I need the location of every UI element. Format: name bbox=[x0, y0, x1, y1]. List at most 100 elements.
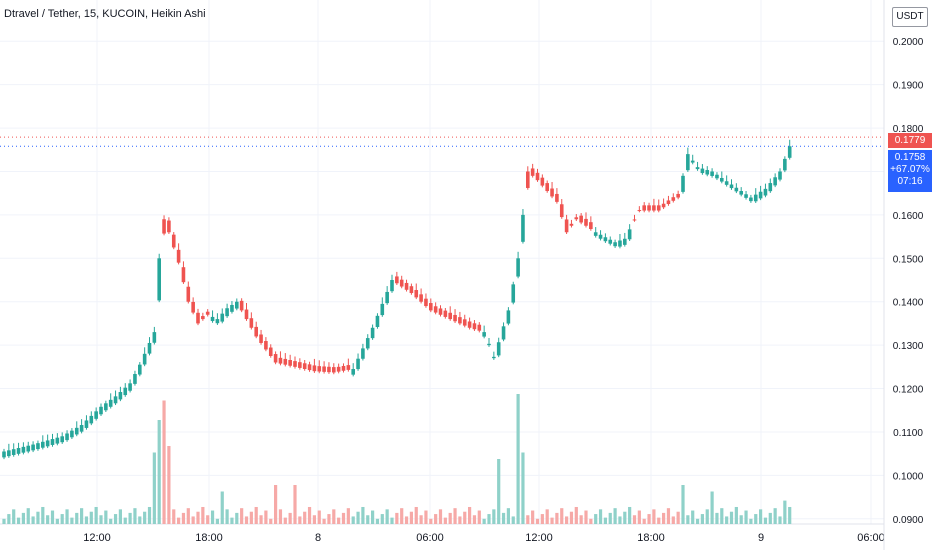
candle-body bbox=[661, 203, 666, 208]
volume-bar bbox=[104, 510, 108, 524]
candle-body bbox=[720, 177, 724, 182]
candle-body bbox=[152, 332, 157, 343]
candle-body bbox=[637, 210, 642, 212]
candle-body bbox=[317, 366, 322, 372]
candle-body bbox=[642, 205, 646, 211]
candle-body bbox=[312, 365, 317, 372]
volume-bar bbox=[429, 518, 433, 524]
candle-body bbox=[787, 146, 792, 158]
candle-body bbox=[50, 439, 55, 445]
volume-bar bbox=[385, 509, 389, 524]
candle-body bbox=[380, 303, 385, 316]
candle-body bbox=[133, 374, 137, 384]
candle-body bbox=[215, 319, 220, 324]
candle-body bbox=[467, 321, 472, 328]
candle-body bbox=[70, 430, 74, 438]
price-tick-label: 0.1800 bbox=[893, 124, 924, 135]
currency-unit-selector[interactable]: USDT bbox=[892, 7, 928, 27]
candle-body bbox=[346, 365, 351, 370]
volume-bar bbox=[327, 514, 331, 524]
candle-body bbox=[526, 171, 530, 188]
candle-body bbox=[778, 171, 782, 180]
volume-bar bbox=[589, 518, 593, 524]
volume-bar bbox=[225, 509, 229, 524]
volume-bar bbox=[409, 511, 413, 524]
candle-body bbox=[147, 342, 152, 354]
candle-body bbox=[686, 154, 690, 171]
candle-body bbox=[196, 312, 200, 324]
candle-body bbox=[593, 232, 598, 236]
candle-body bbox=[201, 316, 205, 320]
volume-bar bbox=[31, 516, 35, 524]
volume-bar bbox=[555, 512, 559, 524]
volume-bar bbox=[691, 510, 695, 524]
candle-body bbox=[21, 446, 26, 453]
candle-body bbox=[181, 267, 186, 283]
volume-bar bbox=[720, 508, 724, 524]
candle-body bbox=[142, 353, 147, 365]
candle-body bbox=[579, 215, 583, 223]
volume-bar bbox=[472, 515, 477, 524]
chart-legend-title: Dtravel / Tether, 15, KUCOIN, Heikin Ash… bbox=[4, 8, 206, 20]
candle-body bbox=[55, 437, 60, 444]
volume-bar bbox=[516, 394, 520, 524]
candle-body bbox=[690, 160, 695, 163]
volume-bar bbox=[594, 514, 598, 524]
candle-body bbox=[652, 205, 656, 211]
time-tick-label: 12:00 bbox=[83, 532, 111, 544]
volume-bar bbox=[346, 508, 350, 524]
candle-body bbox=[138, 364, 142, 375]
candle-body bbox=[492, 356, 496, 359]
volume-bar bbox=[657, 517, 661, 524]
candle-body bbox=[278, 357, 283, 364]
candle-body bbox=[273, 354, 278, 363]
volume-bar bbox=[497, 459, 501, 524]
volume-bar bbox=[390, 517, 394, 524]
volume-bar bbox=[230, 517, 234, 524]
candle-body bbox=[559, 204, 564, 218]
candle-body bbox=[65, 433, 69, 441]
volume-bar bbox=[2, 518, 6, 524]
candle-body bbox=[496, 342, 501, 356]
volume-bar bbox=[109, 518, 113, 524]
candle-body bbox=[259, 334, 263, 343]
candle-body bbox=[715, 174, 719, 179]
volume-bar bbox=[531, 510, 535, 524]
candle-body bbox=[239, 300, 244, 311]
candle-body bbox=[249, 318, 254, 328]
candle-body bbox=[283, 358, 288, 365]
volume-bar bbox=[710, 491, 714, 524]
candle-body bbox=[220, 313, 225, 322]
candle-body bbox=[89, 415, 94, 424]
time-tick-label: 18:00 bbox=[195, 532, 223, 544]
candle-body bbox=[584, 218, 588, 226]
candle-countdown: 07:16 bbox=[897, 176, 923, 187]
volume-bar bbox=[458, 516, 462, 524]
volume-bar bbox=[94, 506, 98, 524]
volume-bar bbox=[419, 515, 423, 524]
candle-body bbox=[123, 387, 128, 396]
candle-body bbox=[710, 171, 714, 176]
candle-body bbox=[623, 238, 627, 245]
volume-bar bbox=[526, 515, 530, 524]
volume-bar bbox=[177, 517, 181, 524]
candle-body bbox=[167, 220, 171, 233]
candle-body bbox=[739, 191, 743, 195]
volume-bar bbox=[317, 510, 321, 524]
candle-body bbox=[186, 286, 191, 302]
candle-body bbox=[375, 315, 380, 328]
volume-bar bbox=[763, 517, 768, 524]
candle-body bbox=[574, 217, 579, 220]
volume-bar bbox=[380, 514, 384, 524]
volume-bar bbox=[400, 508, 404, 524]
candle-body bbox=[734, 187, 739, 192]
candle-body bbox=[302, 363, 307, 370]
candle-body bbox=[763, 188, 768, 196]
volume-bar bbox=[351, 516, 355, 524]
candle-body bbox=[516, 258, 520, 277]
candle-body bbox=[268, 347, 273, 356]
volume-bar bbox=[448, 512, 452, 524]
volume-bar bbox=[759, 509, 763, 524]
